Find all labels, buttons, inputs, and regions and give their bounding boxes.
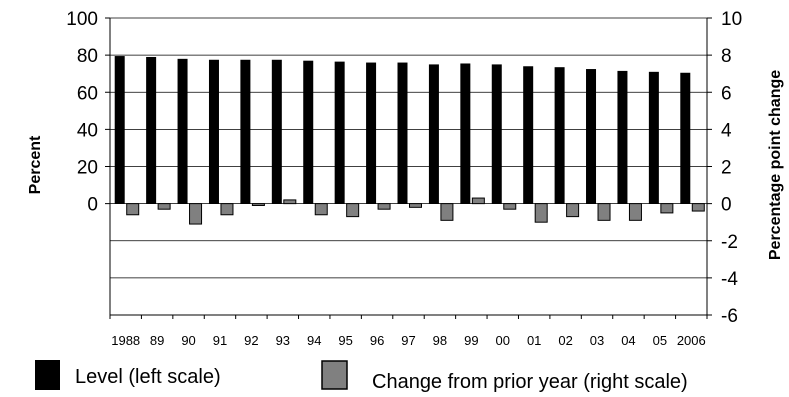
right-tick-label: 4 <box>721 120 732 141</box>
left-bars <box>114 56 691 204</box>
right-tick-labels: -6 -4 -2 0 2 4 6 8 10 <box>721 9 742 327</box>
bar-level <box>648 71 659 204</box>
legend-swatch-change <box>321 360 348 390</box>
legend-swatch-level <box>35 360 60 390</box>
x-tick-label: 98 <box>433 333 447 348</box>
bar-change <box>691 203 705 212</box>
bar-change <box>157 203 171 210</box>
bar-level <box>271 59 282 204</box>
left-tick-label: 60 <box>77 83 98 104</box>
legend: Level (left scale) Change from prior yea… <box>35 360 688 393</box>
bar-level <box>428 64 439 204</box>
x-tick-label: 1988 <box>111 333 140 348</box>
x-tick-label: 95 <box>338 333 352 348</box>
bar-change <box>377 203 391 210</box>
x-tick-label: 92 <box>244 333 258 348</box>
x-tick-label: 94 <box>307 333 321 348</box>
right-bars <box>126 197 705 225</box>
x-tick-label: 90 <box>181 333 195 348</box>
bar-change <box>471 197 485 205</box>
x-tick-label: 01 <box>527 333 541 348</box>
x-tick-label: 97 <box>401 333 415 348</box>
left-tick-labels: 0 20 40 60 80 100 <box>66 9 98 216</box>
legend-label-change: Change from prior year (right scale) <box>372 371 688 393</box>
x-tick-label: 99 <box>464 333 478 348</box>
left-tick-label: 100 <box>66 9 98 30</box>
bar-level <box>554 67 565 204</box>
right-tick-label: -4 <box>721 269 738 290</box>
right-tick-label: 0 <box>721 195 732 216</box>
bar-change <box>409 203 422 208</box>
bar-change <box>534 203 548 223</box>
bar-change <box>660 203 674 214</box>
bar-change <box>597 203 611 221</box>
x-tick-label: 91 <box>213 333 227 348</box>
bar-level <box>680 72 691 204</box>
left-tick-label: 80 <box>77 46 98 67</box>
bar-level <box>334 61 345 204</box>
bar-level <box>460 63 471 204</box>
bar-change <box>283 199 297 205</box>
x-tick-labels: 1988 89 90 91 92 93 94 95 96 97 98 99 00 01 02 03 04 05 20… <box>111 333 706 348</box>
bar-level <box>366 62 377 204</box>
axes <box>105 17 712 319</box>
x-tick-label: 02 <box>558 333 572 348</box>
bar-level <box>240 59 251 204</box>
left-tick-label: 40 <box>77 120 98 141</box>
bar-change <box>126 203 140 216</box>
bar-change <box>189 203 203 225</box>
x-tick-label: 89 <box>150 333 164 348</box>
bar-level <box>586 69 597 204</box>
legend-label-level: Level (left scale) <box>75 366 221 388</box>
bar-change <box>503 203 517 210</box>
x-tick-label: 2006 <box>677 333 706 348</box>
right-tick-label: 2 <box>721 158 732 179</box>
bar-change <box>440 203 454 221</box>
bar-level <box>177 58 188 204</box>
bar-change <box>220 203 234 216</box>
x-tick-label: 00 <box>496 333 510 348</box>
right-axis-title: Percentage point change <box>767 70 784 260</box>
x-tick-label: 96 <box>370 333 384 348</box>
bar-change <box>251 203 265 206</box>
x-tick-label: 03 <box>590 333 604 348</box>
bar-level <box>208 59 219 204</box>
right-tick-label: -2 <box>721 232 738 253</box>
bar-change <box>566 203 580 218</box>
bar-level <box>303 60 314 204</box>
left-tick-label: 20 <box>77 158 98 179</box>
bar-level <box>491 64 502 204</box>
bar-level <box>146 56 157 204</box>
right-tick-label: 8 <box>721 46 732 67</box>
bar-change <box>346 203 360 218</box>
x-tick-label: 04 <box>621 333 635 348</box>
bar-change <box>314 203 328 216</box>
bar-level <box>523 66 534 204</box>
bar-level <box>617 70 628 204</box>
x-tick-label: 93 <box>276 333 290 348</box>
left-tick-label: 0 <box>87 195 98 216</box>
bar-level <box>397 62 408 204</box>
right-tick-label: 10 <box>721 9 742 30</box>
right-tick-label: -6 <box>721 306 738 327</box>
bar-change <box>628 203 642 221</box>
right-tick-label: 6 <box>721 83 732 104</box>
x-tick-label: 05 <box>653 333 667 348</box>
left-axis-title: Percent <box>27 135 44 194</box>
bar-level <box>114 56 125 204</box>
